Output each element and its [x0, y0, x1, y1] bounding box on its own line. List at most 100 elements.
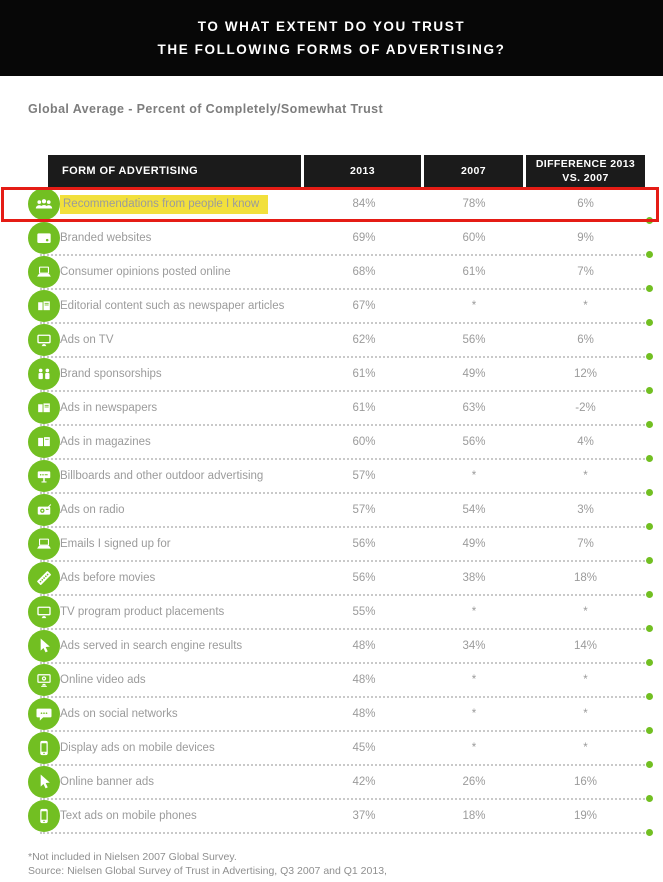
- row-label: Billboards and other outdoor advertising: [60, 470, 264, 482]
- billboard-icon: [28, 460, 60, 492]
- value-difference: 7%: [577, 538, 594, 550]
- row-end-dot: [646, 353, 653, 360]
- row-label: Ads before movies: [60, 572, 156, 584]
- header-2013: 2013: [304, 155, 421, 188]
- value-2007: *: [471, 470, 477, 482]
- table-row: Ads in magazines 60% 56% 4%: [28, 426, 653, 462]
- row-label: Online banner ads: [60, 776, 154, 788]
- value-2013: 57%: [352, 470, 376, 482]
- value-difference: 4%: [577, 436, 594, 448]
- mobile-icon: [28, 732, 60, 764]
- table-row: Consumer opinions posted online 68% 61% …: [28, 256, 653, 292]
- row-label: Branded websites: [60, 232, 152, 244]
- value-2007: 78%: [462, 198, 486, 210]
- people-icon: [28, 188, 60, 220]
- row-label: Recommendations from people I know: [60, 195, 269, 214]
- value-2007: *: [471, 674, 477, 686]
- cursor-icon: [28, 630, 60, 662]
- title-banner: TO WHAT EXTENT DO YOU TRUST THE FOLLOWIN…: [0, 0, 663, 76]
- value-2013: 67%: [352, 300, 376, 312]
- value-2007: 63%: [462, 402, 486, 414]
- value-2013: 56%: [352, 572, 376, 584]
- row-end-dot: [646, 285, 653, 292]
- value-difference: 16%: [573, 776, 598, 788]
- speech-bubble-icon: [28, 698, 60, 730]
- row-label: TV program product placements: [60, 606, 225, 618]
- row-label: Ads on TV: [60, 334, 114, 346]
- row-end-dot: [646, 489, 653, 496]
- row-end-dot: [646, 727, 653, 734]
- row-label: Emails I signed up for: [60, 538, 171, 550]
- row-end-dot: [646, 251, 653, 258]
- value-2007: 18%: [462, 810, 486, 822]
- table-row: Text ads on mobile phones 37% 18% 19%: [28, 800, 653, 836]
- value-2013: 48%: [352, 674, 376, 686]
- row-end-dot: [646, 557, 653, 564]
- table-row: Editorial content such as newspaper arti…: [28, 290, 653, 326]
- table-row: Branded websites 69% 60% 9%: [28, 222, 653, 258]
- radio-icon: [28, 494, 60, 526]
- row-end-dot: [646, 523, 653, 530]
- table-row: Online video ads 48% * *: [28, 664, 653, 700]
- value-2013: 84%: [352, 198, 376, 210]
- value-2007: *: [471, 742, 477, 754]
- value-difference: *: [583, 742, 588, 754]
- value-2007: 34%: [462, 640, 486, 652]
- value-difference: 19%: [573, 810, 598, 822]
- row-end-dot: [646, 625, 653, 632]
- value-2013: 37%: [352, 810, 376, 822]
- value-2013: 68%: [352, 266, 376, 278]
- table-row: Display ads on mobile devices 45% * *: [28, 732, 653, 768]
- row-end-dot: [646, 659, 653, 666]
- laptop-icon: [28, 256, 60, 288]
- video-monitor-icon: [28, 664, 60, 696]
- table-row: Ads before movies 56% 38% 18%: [28, 562, 653, 598]
- row-end-dot: [646, 455, 653, 462]
- value-2013: 56%: [352, 538, 376, 550]
- value-2007: 54%: [462, 504, 486, 516]
- table-row: Ads on TV 62% 56% 6%: [28, 324, 653, 360]
- row-label: Ads on social networks: [60, 708, 178, 720]
- value-2013: 55%: [352, 606, 376, 618]
- value-difference: 12%: [573, 368, 598, 380]
- row-end-dot: [646, 217, 653, 224]
- value-2007: 56%: [462, 436, 486, 448]
- header-2007: 2007: [424, 155, 523, 188]
- title-line-1: TO WHAT EXTENT DO YOU TRUST: [197, 19, 466, 34]
- row-label: Editorial content such as newspaper arti…: [60, 300, 285, 312]
- value-difference: -2%: [575, 402, 596, 414]
- value-2007: *: [471, 708, 477, 720]
- value-difference: 6%: [577, 334, 594, 346]
- footnote-source-line: Source: Nielsen Global Survey of Trust i…: [28, 865, 387, 877]
- value-2013: 48%: [352, 708, 376, 720]
- table-row: Ads on radio 57% 54% 3%: [28, 494, 653, 530]
- value-2007: 49%: [462, 538, 486, 550]
- magazine-icon: [28, 426, 60, 458]
- header-difference: DIFFERENCE 2013 VS. 2007: [526, 155, 645, 188]
- value-2013: 45%: [352, 742, 376, 754]
- value-difference: 14%: [573, 640, 598, 652]
- row-label: Ads in newspapers: [60, 402, 158, 414]
- table-row: Emails I signed up for 56% 49% 7%: [28, 528, 653, 564]
- value-2007: 49%: [462, 368, 486, 380]
- value-2013: 61%: [352, 368, 376, 380]
- cursor-icon: [28, 766, 60, 798]
- tv-icon: [28, 324, 60, 356]
- value-difference: 3%: [577, 504, 594, 516]
- row-end-dot: [646, 387, 653, 394]
- row-end-dot: [646, 591, 653, 598]
- value-2013: 61%: [352, 402, 376, 414]
- header-form-of-advertising: FORM OF ADVERTISING: [48, 155, 301, 188]
- value-2007: 38%: [462, 572, 486, 584]
- table-row: Ads served in search engine results 48% …: [28, 630, 653, 666]
- value-difference: *: [583, 470, 588, 482]
- row-label: Text ads on mobile phones: [60, 810, 197, 822]
- value-2007: *: [471, 300, 477, 312]
- row-label: Display ads on mobile devices: [60, 742, 215, 754]
- row-label: Consumer opinions posted online: [60, 266, 231, 278]
- row-end-dot: [646, 829, 653, 836]
- value-difference: 6%: [577, 198, 594, 210]
- table-header: FORM OF ADVERTISING 2013 2007 DIFFERENCE…: [48, 155, 645, 188]
- chart-subtitle: Global Average - Percent of Completely/S…: [28, 102, 384, 116]
